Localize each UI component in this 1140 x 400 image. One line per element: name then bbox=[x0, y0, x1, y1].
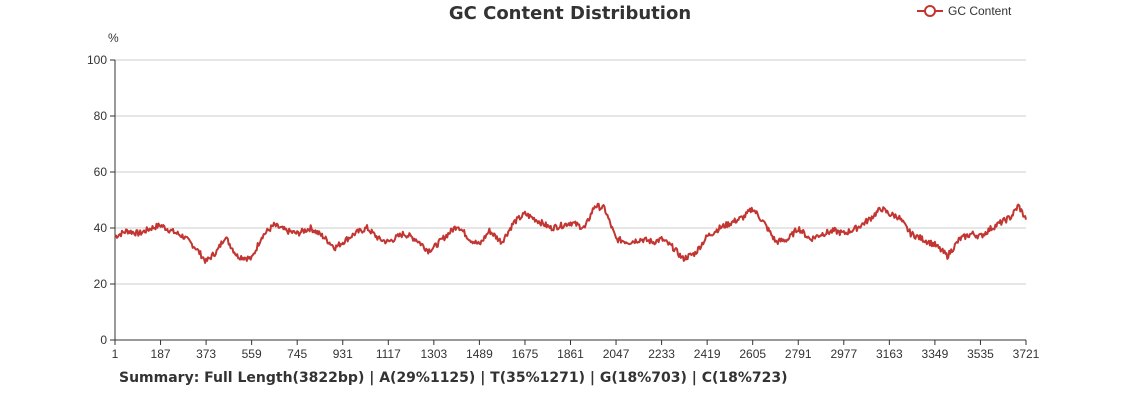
grid-lines bbox=[115, 59, 1026, 285]
x-tick-label: 373 bbox=[196, 347, 216, 361]
x-tick-label: 1117 bbox=[376, 347, 401, 361]
x-tick-label: 1675 bbox=[512, 347, 539, 361]
summary-text: Summary: Full Length(3822bp) | A(29%1125… bbox=[119, 370, 788, 386]
x-tick-label: 3349 bbox=[922, 347, 949, 361]
x-tick-label: 3163 bbox=[876, 347, 903, 361]
y-axis-ticks: 0 20 40 60 80 100 bbox=[87, 53, 115, 347]
legend-label: GC Content bbox=[948, 4, 1012, 18]
gc-content-series-line[interactable] bbox=[114, 202, 1027, 264]
legend[interactable]: GC Content bbox=[917, 4, 1012, 18]
x-tick-label: 559 bbox=[242, 347, 262, 361]
x-tick-label: 2791 bbox=[785, 347, 812, 361]
x-tick-label: 2047 bbox=[603, 347, 630, 361]
x-tick-label: 1303 bbox=[420, 347, 447, 361]
y-tick-label: 60 bbox=[94, 165, 108, 179]
y-axis-unit: % bbox=[108, 31, 119, 45]
x-axis-ticks: 1 187 373 559 745 931 1117 1303 1489 1675 1861 2047… bbox=[112, 340, 1040, 361]
x-tick-label: 2605 bbox=[739, 347, 766, 361]
x-tick-label: 1 bbox=[112, 347, 119, 361]
x-tick-label: 187 bbox=[151, 347, 171, 361]
y-tick-label: 100 bbox=[87, 53, 107, 67]
x-tick-label: 2233 bbox=[648, 347, 675, 361]
y-tick-label: 20 bbox=[94, 277, 108, 291]
y-tick-label: 80 bbox=[94, 109, 108, 123]
x-tick-label: 2977 bbox=[830, 347, 857, 361]
y-tick-label: 0 bbox=[100, 333, 107, 347]
x-tick-label: 745 bbox=[287, 347, 307, 361]
x-tick-label: 931 bbox=[333, 347, 353, 361]
x-tick-label: 1489 bbox=[466, 347, 493, 361]
x-tick-label: 3535 bbox=[967, 347, 994, 361]
x-tick-label: 2419 bbox=[694, 347, 721, 361]
legend-marker-icon bbox=[924, 5, 936, 17]
y-tick-label: 40 bbox=[94, 221, 108, 235]
x-tick-label: 1861 bbox=[557, 347, 584, 361]
x-tick-label: 3721 bbox=[1013, 347, 1040, 361]
chart-title: GC Content Distribution bbox=[449, 3, 691, 24]
